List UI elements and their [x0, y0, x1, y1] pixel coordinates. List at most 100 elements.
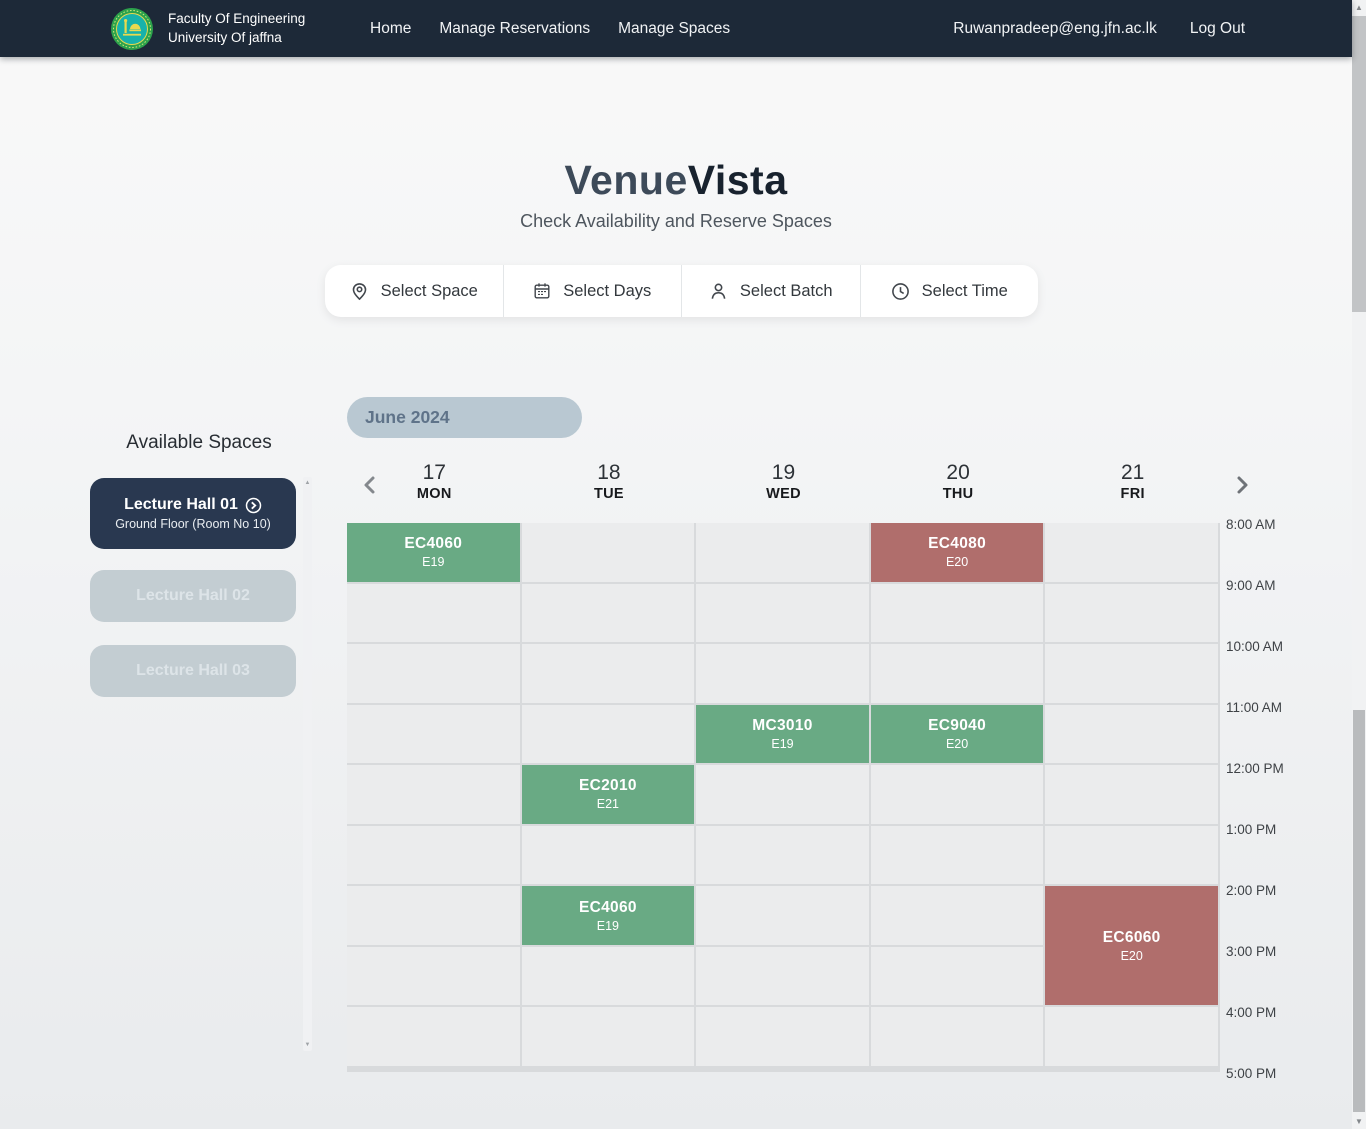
filter-label-space: Select Space: [380, 281, 478, 300]
scroll-up-icon[interactable]: ▲: [1355, 3, 1363, 12]
calendar-cell[interactable]: [521, 644, 695, 703]
calendar-cell[interactable]: [1045, 704, 1218, 764]
calendar-cell[interactable]: [521, 1007, 695, 1066]
time-label: 4:00 PM: [1226, 1005, 1277, 1020]
calendar-cell[interactable]: [696, 523, 869, 582]
calendar-cell[interactable]: [521, 704, 695, 764]
calendar-cell[interactable]: [870, 765, 1044, 824]
calendar-cell[interactable]: [696, 825, 869, 885]
previous-week-button[interactable]: [358, 474, 382, 500]
filter-batch[interactable]: Select Batch: [682, 265, 861, 317]
space-card-lecture-hall-02[interactable]: Lecture Hall 02: [90, 570, 296, 622]
nav-link-home[interactable]: Home: [370, 19, 412, 37]
page-scrollbar-thumb[interactable]: [1352, 16, 1366, 312]
space-card-lecture-hall-03[interactable]: Lecture Hall 03: [90, 645, 296, 697]
calendar-cell[interactable]: [521, 946, 695, 1006]
scroll-down-icon[interactable]: ▼: [304, 1042, 311, 1048]
calendar-cell[interactable]: [870, 825, 1044, 885]
arrow-right-circle-icon: [245, 497, 262, 514]
calendar-cell[interactable]: [347, 1007, 520, 1066]
day-header-fri: 21 FRI: [1045, 461, 1220, 502]
calendar-cell[interactable]: [1045, 523, 1218, 582]
space-name: Lecture Hall 03: [136, 662, 250, 679]
calendar-cell[interactable]: [347, 825, 520, 885]
chevron-right-icon: [1231, 474, 1253, 501]
calendar-scrollbar-thumb[interactable]: [1353, 710, 1365, 1112]
calendar-cell[interactable]: [521, 825, 695, 885]
schedule-grid: EC4060 E19 EC4080 E20 MC3010 E19 EC9040 E20 EC20…: [347, 523, 1220, 1072]
calendar-cell[interactable]: [870, 644, 1044, 703]
day-date: 19: [771, 461, 796, 484]
time-label: 12:00 PM: [1226, 761, 1284, 776]
scroll-up-icon[interactable]: ▲: [304, 480, 311, 486]
calendar-cell[interactable]: [347, 886, 520, 945]
calendar-cell[interactable]: [521, 523, 695, 582]
page-title: VenueVista: [0, 157, 1352, 204]
calendar-cell[interactable]: [870, 886, 1044, 945]
space-detail: Ground Floor (Room No 10): [115, 517, 271, 531]
calendar-cell[interactable]: [347, 946, 520, 1006]
day-date: 18: [597, 461, 621, 484]
nav-links: Home Manage Reservations Manage Spaces: [370, 0, 730, 57]
day-header-tue: 18 TUE: [522, 461, 697, 502]
filter-days[interactable]: Select Days: [504, 265, 682, 317]
month-label: June 2024: [347, 397, 582, 438]
scroll-down-icon[interactable]: ▼: [1355, 1117, 1363, 1126]
event-title: EC6060: [1102, 928, 1161, 946]
space-card-lecture-hall-01[interactable]: Lecture Hall 01 Ground Floor (Room No 10): [90, 478, 296, 549]
filter-space[interactable]: Select Space: [325, 265, 504, 317]
event-ec6060-e20[interactable]: EC6060 E20: [1045, 886, 1218, 1006]
calendar-cell[interactable]: [870, 583, 1044, 643]
day-header-row: 17 MON 18 TUE 19 WED 20 THU 21 FRI: [347, 461, 1220, 502]
calendar-cell[interactable]: [1045, 583, 1218, 643]
page-scrollbar[interactable]: ▲ ▼: [1352, 0, 1366, 1129]
brand-line2: University Of jaffna: [168, 30, 282, 45]
next-week-button[interactable]: [1230, 474, 1254, 500]
page-title-accent: Venue: [564, 157, 688, 203]
calendar-cell[interactable]: [1045, 825, 1218, 885]
event-ec9040-e20[interactable]: EC9040 E20: [870, 704, 1044, 764]
event-ec4060-e19[interactable]: EC4060 E19: [347, 523, 520, 582]
day-date: 17: [422, 461, 446, 484]
university-logo-icon[interactable]: [110, 7, 154, 51]
clock-icon: [891, 282, 910, 301]
filter-label-days: Select Days: [563, 281, 652, 300]
nav-link-manage-spaces[interactable]: Manage Spaces: [618, 19, 731, 37]
calendar-cell[interactable]: [696, 946, 869, 1006]
day-name: WED: [766, 486, 801, 502]
calendar-cell[interactable]: [521, 583, 695, 643]
calendar-cell[interactable]: [696, 644, 869, 703]
event-title: EC4060: [578, 898, 637, 916]
page-title-rest: Vista: [687, 157, 788, 203]
nav-link-manage-reservations[interactable]: Manage Reservations: [439, 19, 591, 37]
calendar-cell[interactable]: [347, 765, 520, 824]
brand-text: Faculty Of Engineering University Of jaf…: [168, 9, 305, 47]
calendar-cell[interactable]: [696, 1007, 869, 1066]
calendar-cell[interactable]: [870, 946, 1044, 1006]
time-axis: 8:00 AM 9:00 AM 10:00 AM 11:00 AM 12:00 PM 1:…: [1226, 517, 1298, 1083]
event-batch: E20: [1120, 948, 1143, 963]
event-ec4080-e20[interactable]: EC4080 E20: [870, 523, 1044, 582]
calendar-cell[interactable]: [696, 765, 869, 824]
calendar-cell[interactable]: [1045, 765, 1218, 824]
event-ec2010-e21[interactable]: EC2010 E21: [521, 765, 695, 824]
time-label: 8:00 AM: [1226, 517, 1276, 532]
space-list-scrollbar[interactable]: ▲ ▼: [303, 477, 312, 1051]
calendar-cell[interactable]: [696, 886, 869, 945]
filter-time[interactable]: Select Time: [861, 265, 1039, 317]
calendar-cell[interactable]: [347, 704, 520, 764]
calendar-cell[interactable]: [1045, 644, 1218, 703]
calendar-cell[interactable]: [1045, 1007, 1218, 1066]
calendar-cell[interactable]: [696, 583, 869, 643]
event-mc3010-e19[interactable]: MC3010 E19: [696, 704, 869, 764]
calendar-cell[interactable]: [870, 1007, 1044, 1066]
available-spaces-heading: Available Spaces: [126, 432, 272, 453]
event-title: EC9040: [928, 716, 986, 734]
calendar-cell[interactable]: [347, 644, 520, 703]
navbar: Faculty Of Engineering University Of jaf…: [0, 0, 1352, 57]
event-ec4060-e19[interactable]: EC4060 E19: [521, 886, 695, 945]
calendar-cell[interactable]: [347, 583, 520, 643]
day-name: THU: [942, 486, 974, 502]
logout-button[interactable]: Log Out: [1189, 19, 1245, 37]
